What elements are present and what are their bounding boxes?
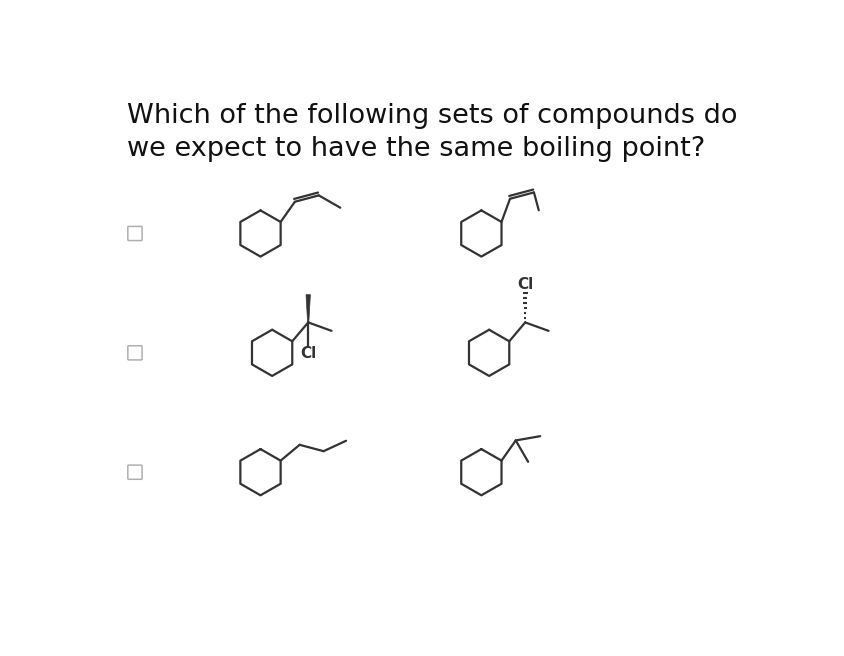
FancyBboxPatch shape	[127, 226, 142, 241]
Text: Cl: Cl	[517, 277, 533, 292]
Text: we expect to have the same boiling point?: we expect to have the same boiling point…	[127, 136, 706, 161]
Polygon shape	[306, 295, 311, 322]
Text: Which of the following sets of compounds do: Which of the following sets of compounds…	[127, 102, 738, 129]
FancyBboxPatch shape	[127, 465, 142, 480]
FancyBboxPatch shape	[127, 346, 142, 360]
Text: Cl: Cl	[300, 346, 316, 361]
